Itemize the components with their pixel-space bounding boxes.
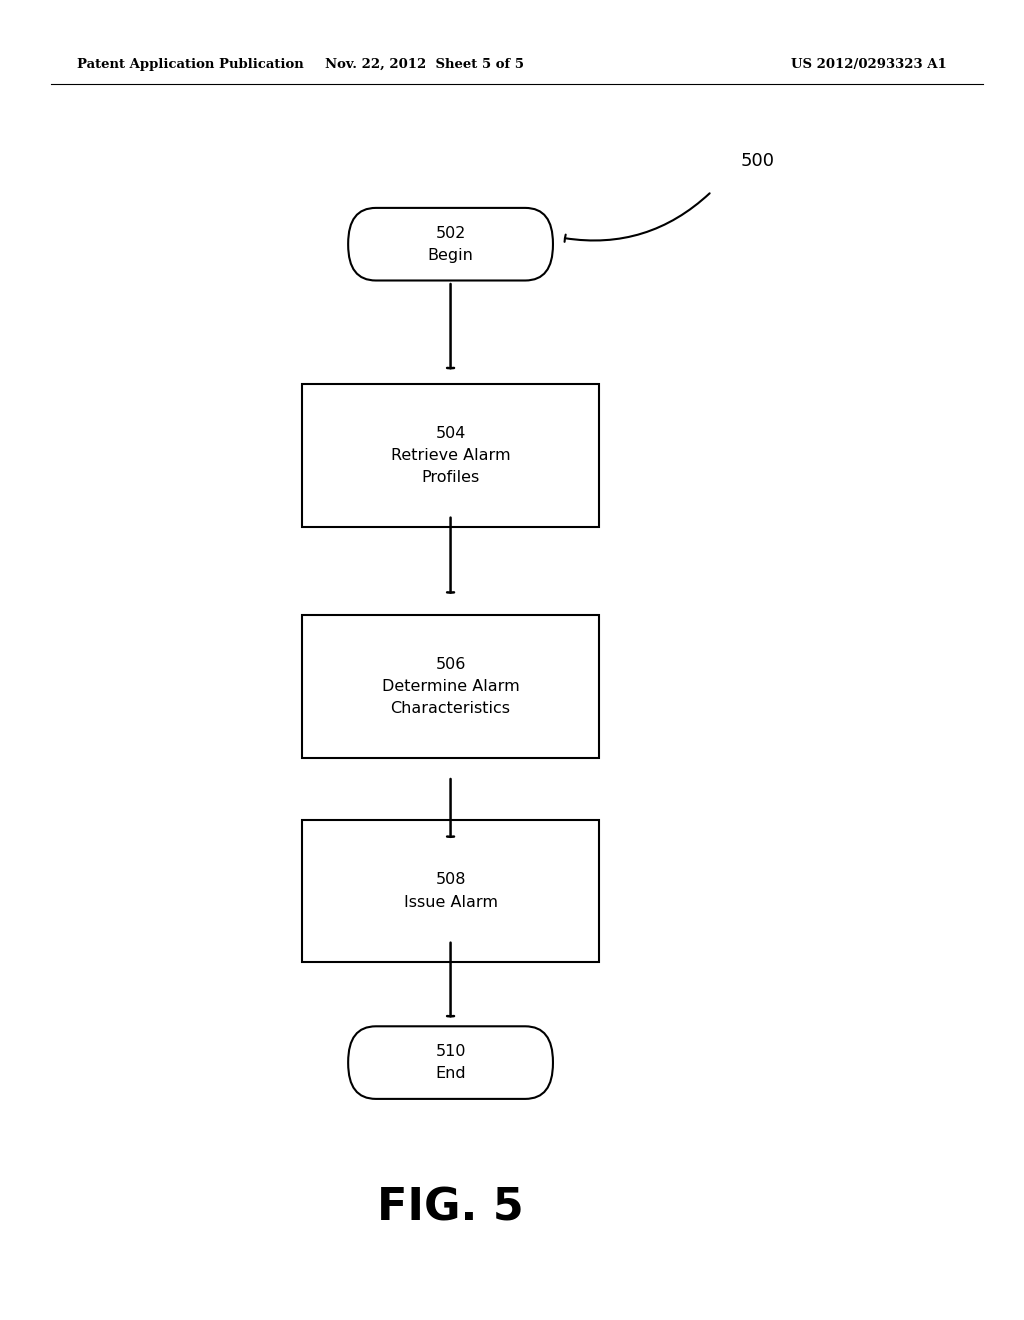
Text: 500: 500 <box>740 152 775 170</box>
Text: Nov. 22, 2012  Sheet 5 of 5: Nov. 22, 2012 Sheet 5 of 5 <box>326 58 524 71</box>
FancyBboxPatch shape <box>348 207 553 281</box>
Text: US 2012/0293323 A1: US 2012/0293323 A1 <box>792 58 947 71</box>
Text: FIG. 5: FIG. 5 <box>377 1187 524 1229</box>
Text: Patent Application Publication: Patent Application Publication <box>77 58 303 71</box>
FancyBboxPatch shape <box>302 820 599 962</box>
Text: 502
Begin: 502 Begin <box>428 226 473 263</box>
FancyArrowPatch shape <box>564 193 710 242</box>
Text: 504
Retrieve Alarm
Profiles: 504 Retrieve Alarm Profiles <box>391 425 510 486</box>
FancyBboxPatch shape <box>302 615 599 758</box>
Text: 506
Determine Alarm
Characteristics: 506 Determine Alarm Characteristics <box>382 656 519 715</box>
FancyBboxPatch shape <box>302 384 599 527</box>
FancyBboxPatch shape <box>348 1027 553 1098</box>
Text: 508
Issue Alarm: 508 Issue Alarm <box>403 873 498 909</box>
Text: 510
End: 510 End <box>435 1044 466 1081</box>
